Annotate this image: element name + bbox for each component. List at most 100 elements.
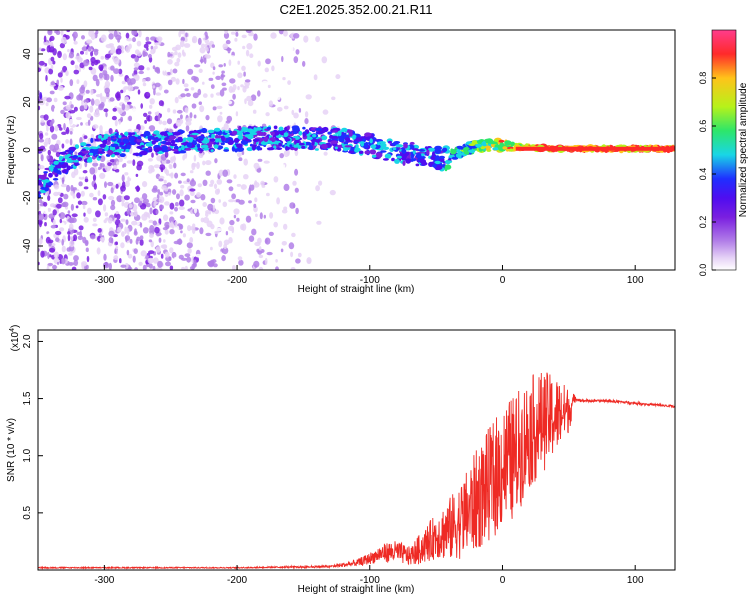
ridge-cell <box>370 144 377 149</box>
noise-cell <box>57 72 63 78</box>
noise-cell <box>165 261 171 267</box>
noise-cell <box>128 115 133 122</box>
noise-cell <box>143 43 149 49</box>
noise-cell <box>169 211 174 215</box>
noise-cell <box>297 252 302 258</box>
ridge-cell <box>251 144 258 148</box>
ridge-cell <box>329 134 334 139</box>
ridge-cell <box>255 126 262 131</box>
noise-cell <box>221 70 225 74</box>
noise-cell <box>50 81 56 86</box>
noise-cell <box>241 65 246 72</box>
ridge-cell <box>85 143 92 147</box>
svg-text:(x104): (x104) <box>9 325 21 352</box>
noise-cell <box>179 223 184 230</box>
noise-cell <box>120 218 126 222</box>
noise-cell <box>204 43 208 51</box>
noise-cell <box>48 46 55 53</box>
noise-cell <box>62 65 68 73</box>
noise-cell <box>329 189 336 196</box>
ridge-cell <box>53 160 59 165</box>
noise-cell <box>192 31 198 36</box>
ridge-cell <box>197 135 205 139</box>
ridge-cell <box>197 147 202 151</box>
noise-cell <box>103 204 107 212</box>
noise-cell <box>174 220 178 228</box>
noise-cell <box>182 52 186 57</box>
noise-cell <box>85 247 89 253</box>
ridge-cell <box>411 148 419 151</box>
noise-cell <box>73 255 79 262</box>
noise-cell <box>202 81 205 85</box>
noise-cell <box>115 241 118 245</box>
noise-cell <box>257 60 261 67</box>
noise-cell <box>74 122 78 126</box>
noise-cell <box>215 92 221 96</box>
ridge-cell <box>286 131 295 137</box>
noise-cell <box>152 257 159 264</box>
noise-cell <box>218 64 223 68</box>
ridge-cell <box>444 164 452 170</box>
noise-cell <box>193 154 197 162</box>
noise-cell <box>222 247 229 255</box>
noise-cell <box>205 193 209 199</box>
colorbar-tick-label: 0.4 <box>698 168 708 181</box>
ridge-cell <box>169 135 176 140</box>
ridge-cell <box>468 149 476 153</box>
noise-cell <box>168 256 172 261</box>
noise-cell <box>69 79 74 87</box>
noise-cell <box>290 45 294 53</box>
noise-cell <box>218 240 223 248</box>
noise-cell <box>89 192 94 198</box>
noise-cell <box>168 129 174 134</box>
ridge-cell <box>498 139 505 143</box>
noise-cell <box>199 105 205 113</box>
noise-cell <box>175 78 180 85</box>
noise-cell <box>201 34 205 39</box>
ridge-cell <box>223 149 230 152</box>
noise-cell <box>82 170 88 174</box>
noise-cell <box>246 43 253 50</box>
noise-cell <box>154 42 160 46</box>
ridge-cell <box>139 150 148 156</box>
ridge-cell <box>220 135 225 141</box>
noise-cell <box>147 257 154 264</box>
noise-cell <box>68 252 73 256</box>
noise-cell <box>152 220 157 226</box>
ridge-cell <box>415 153 422 159</box>
noise-cell <box>145 254 150 260</box>
ridge-cell <box>403 143 408 149</box>
noise-cell <box>55 237 60 242</box>
noise-cell <box>110 50 116 54</box>
noise-cell <box>97 198 103 206</box>
ridge-cell <box>419 158 425 163</box>
noise-cell <box>158 100 164 107</box>
noise-cell <box>50 224 57 229</box>
ridge-cell <box>463 149 468 155</box>
ridge-cell <box>236 143 243 149</box>
noise-cell <box>120 242 125 249</box>
colorbar-ticks: 0.0 0.2 0.4 0.6 0.8 <box>698 72 716 276</box>
noise-cell <box>232 93 236 100</box>
noise-cell <box>243 71 246 77</box>
ridge-cell <box>178 150 187 154</box>
noise-cell <box>108 262 113 270</box>
noise-cell <box>47 239 54 244</box>
ridge-cell <box>124 131 129 137</box>
ridge-cell <box>358 141 365 144</box>
noise-cell <box>133 209 138 217</box>
ridge-cell <box>246 147 253 152</box>
noise-cell <box>80 122 83 126</box>
noise-cell <box>240 240 244 247</box>
noise-cell <box>283 223 288 230</box>
noise-cell <box>176 193 180 200</box>
noise-cell <box>231 31 236 35</box>
noise-cell <box>175 44 182 51</box>
noise-cell <box>146 67 150 71</box>
noise-cell <box>216 105 223 110</box>
noise-cell <box>100 163 105 168</box>
noise-cell <box>46 97 52 103</box>
ridge-cell <box>376 141 381 146</box>
noise-cell <box>90 234 96 240</box>
